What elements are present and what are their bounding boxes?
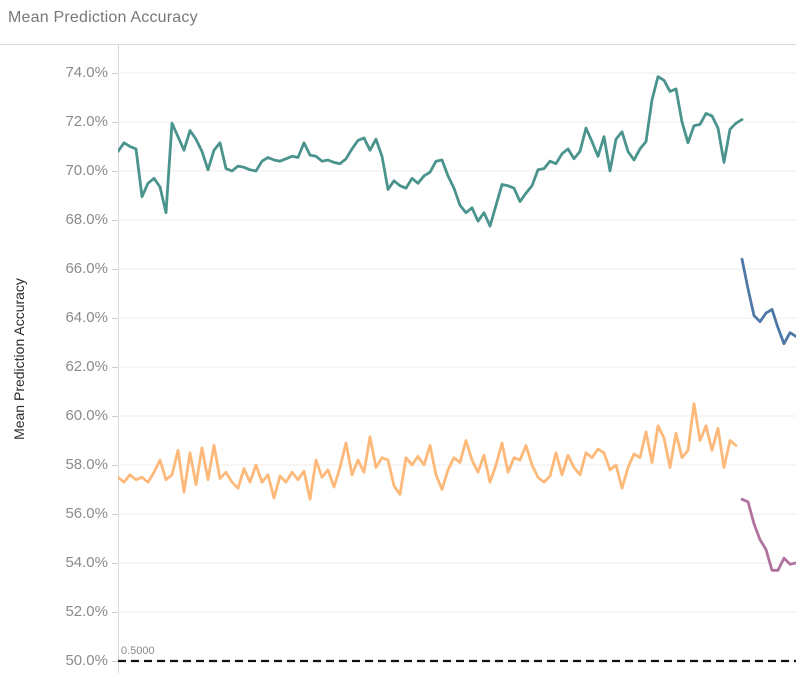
y-tick-label: 58.0% <box>65 456 108 473</box>
y-tick-label: 64.0% <box>65 309 108 326</box>
y-tick-mark <box>112 318 119 319</box>
y-tick-label: 68.0% <box>65 211 108 228</box>
y-tick-mark <box>112 367 119 368</box>
y-tick-mark <box>112 171 119 172</box>
header: Mean Prediction Accuracy <box>0 0 796 44</box>
plot-area[interactable] <box>118 45 796 673</box>
reference-line-label: 0.5000 <box>121 645 155 657</box>
series-purple-line[interactable] <box>740 497 796 572</box>
y-tick-label: 54.0% <box>65 554 108 571</box>
y-tick-mark <box>112 661 119 662</box>
y-tick-mark <box>112 416 119 417</box>
header-divider <box>0 44 796 45</box>
y-tick-label: 66.0% <box>65 260 108 277</box>
y-tick-label: 72.0% <box>65 113 108 130</box>
y-tick-mark <box>112 612 119 613</box>
y-tick-mark <box>112 465 119 466</box>
y-tick-mark <box>112 269 119 270</box>
chart-region: Mean Prediction Accuracy 74.0% 72.0% 70.0%… <box>0 45 796 673</box>
y-tick-label: 50.0% <box>65 652 108 669</box>
y-tick-label: 56.0% <box>65 505 108 522</box>
series-teal-line[interactable] <box>118 75 744 228</box>
chart-title: Mean Prediction Accuracy <box>8 9 198 26</box>
y-tick-mark <box>112 563 119 564</box>
y-tick-label: 60.0% <box>65 407 108 424</box>
series-blue-line[interactable] <box>740 257 796 346</box>
y-axis-line <box>118 45 119 673</box>
y-tick-mark <box>112 122 119 123</box>
series-orange-line[interactable] <box>118 402 738 501</box>
y-tick-label: 52.0% <box>65 603 108 620</box>
y-tick-label: 70.0% <box>65 162 108 179</box>
y-tick-mark <box>112 220 119 221</box>
y-tick-label: 62.0% <box>65 358 108 375</box>
y-tick-mark <box>112 73 119 74</box>
y-tick-mark <box>112 514 119 515</box>
y-tick-label: 74.0% <box>65 64 108 81</box>
